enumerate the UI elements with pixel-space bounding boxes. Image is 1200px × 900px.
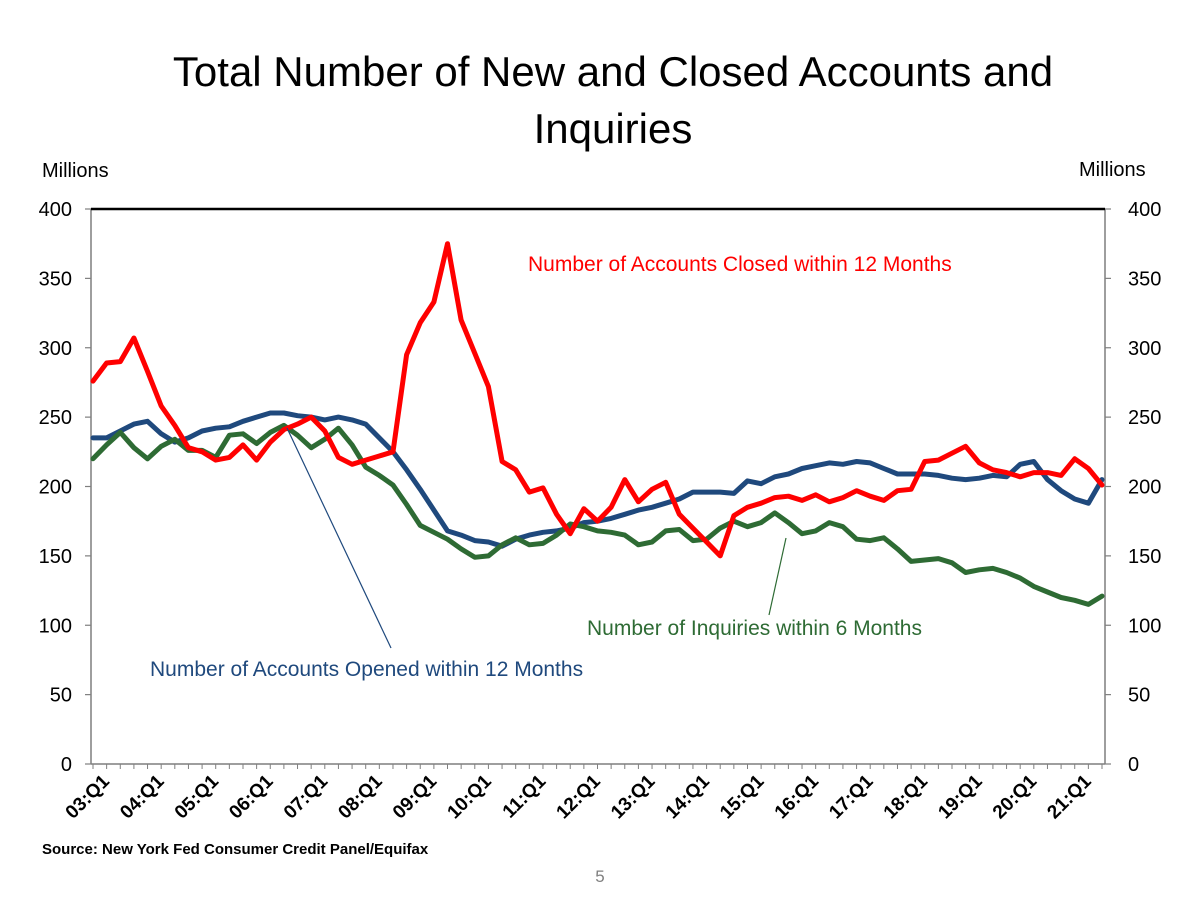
annotation-pointers: [286, 427, 787, 649]
opened-pointer-line: [286, 427, 392, 649]
y-ticks-left: 0 50 100 150 200 250 300 350 400: [39, 199, 91, 776]
y-tick-label-right: 0: [1128, 754, 1139, 776]
y-tick-label-left: 50: [50, 685, 72, 707]
x-tick-label: 20:Q1: [989, 771, 1041, 823]
chart-title-line1: Total Number of New and Closed Accounts …: [173, 48, 1053, 95]
series-closed-accounts-line: [90, 241, 1105, 559]
x-ticks: 03:Q1 04:Q1 05:Q1 06:Q1 07:Q1 08:Q1 09:Q1 10:Q1…: [62, 764, 1103, 823]
y-tick-label-right: 300: [1128, 338, 1161, 360]
x-tick-label: 17:Q1: [825, 771, 877, 823]
x-tick-label: 21:Q1: [1043, 771, 1095, 823]
x-tick-label: 03:Q1: [62, 771, 114, 823]
y-tick-label-right: 150: [1128, 546, 1161, 568]
closed-series-label: Number of Accounts Closed within 12 Mont…: [528, 253, 952, 276]
y-tick-label-right: 250: [1128, 407, 1161, 429]
source-note: Source: New York Fed Consumer Credit Pan…: [42, 841, 429, 858]
y-tick-label-right: 100: [1128, 615, 1161, 637]
series-inquiries-line: [90, 422, 1105, 607]
y-tick-label-right: 200: [1128, 477, 1161, 499]
y-tick-label-left: 100: [39, 615, 72, 637]
y-axis-unit-right: Millions: [1079, 159, 1146, 181]
y-tick-label-left: 350: [39, 268, 72, 290]
y-tick-label-left: 0: [61, 754, 72, 776]
x-tick-label: 16:Q1: [771, 771, 823, 823]
inquiries-pointer-line: [768, 537, 787, 616]
y-tick-label-left: 300: [39, 338, 72, 360]
y-tick-label-right: 350: [1128, 268, 1161, 290]
y-tick-label-left: 400: [39, 199, 72, 221]
page-number: 5: [595, 867, 604, 886]
x-tick-label: 08:Q1: [334, 771, 386, 823]
chart-title: Total Number of New and Closed Accounts …: [173, 48, 1053, 152]
y-tick-label-left: 150: [39, 546, 72, 568]
y-tick-label-left: 200: [39, 477, 72, 499]
y-tick-label-right: 400: [1128, 199, 1161, 221]
x-tick-label: 13:Q1: [607, 771, 659, 823]
x-tick-label: 14:Q1: [662, 771, 714, 823]
inquiries-series-label: Number of Inquiries within 6 Months: [587, 617, 922, 640]
x-tick-label: 15:Q1: [716, 771, 768, 823]
x-tick-label: 11:Q1: [499, 771, 551, 823]
x-tick-label: 04:Q1: [116, 771, 168, 823]
opened-series-label: Number of Accounts Opened within 12 Mont…: [150, 658, 583, 681]
x-tick-label: 05:Q1: [171, 771, 223, 823]
x-tick-label: 18:Q1: [880, 771, 932, 823]
chart-title-line2: Inquiries: [534, 105, 693, 152]
x-tick-label: 19:Q1: [934, 771, 986, 823]
y-tick-label-right: 50: [1128, 685, 1150, 707]
x-tick-label: 07:Q1: [280, 771, 332, 823]
x-tick-label: 12:Q1: [553, 771, 605, 823]
y-axis-unit-left: Millions: [42, 160, 109, 182]
x-tick-label: 06:Q1: [225, 771, 277, 823]
series-group: [90, 241, 1105, 607]
x-tick-label: 09:Q1: [389, 771, 441, 823]
y-tick-label-left: 250: [39, 407, 72, 429]
x-tick-label: 10:Q1: [444, 771, 496, 823]
y-ticks-right: 0 50 100 150 200 250 300 350 400: [1105, 199, 1161, 776]
